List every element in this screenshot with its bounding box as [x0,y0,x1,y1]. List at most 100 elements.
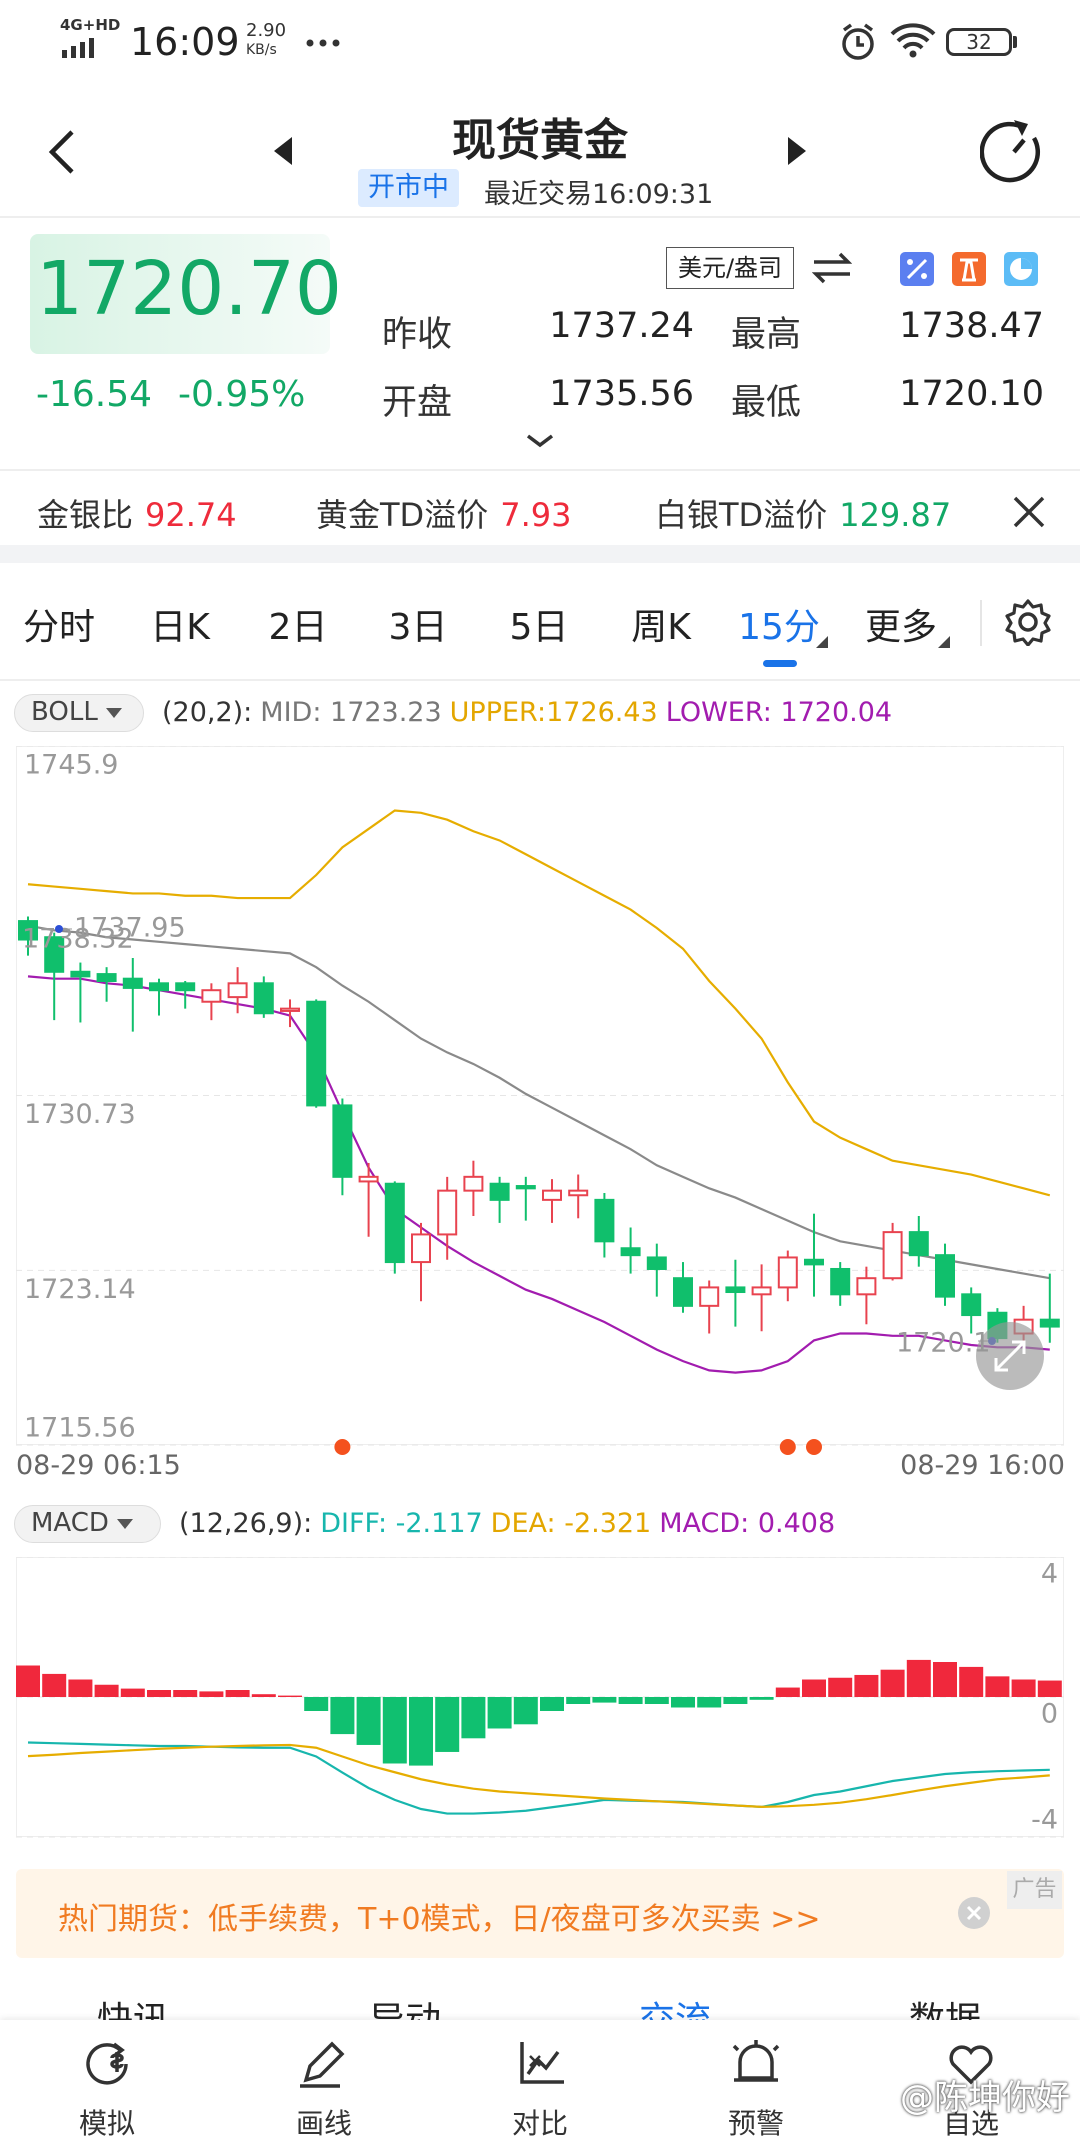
candle-body [935,1254,955,1298]
macd-bar [199,1691,224,1697]
y-tick-label: 0 [1041,1699,1058,1730]
macd-bar [382,1697,407,1764]
legend-item: UPPER:1726.43 [449,697,658,728]
candle-body [96,973,117,982]
stat-value: 1735.56 [549,374,694,414]
macd-bar [933,1662,957,1697]
signal-icon [62,38,94,58]
dropdown-arrow [116,1518,133,1529]
left-price-label: 1738.32 [22,924,134,955]
macd-bar [723,1697,748,1704]
stat-value: 1738.47 [899,306,1044,346]
ad-banner[interactable] [16,1869,1064,1958]
legend-item: LOWER: 1720.04 [665,697,893,728]
macd-bar [173,1690,198,1697]
clock: 16:09 [130,20,240,64]
macd-bar [880,1669,905,1697]
candle-body [463,1175,484,1192]
period-tab[interactable]: 分时 [22,607,96,648]
macd-bar [906,1659,931,1697]
candle-body [489,1182,510,1201]
swap-icon[interactable] [812,250,852,286]
wifi-icon [890,23,936,58]
event-dot [779,1439,796,1455]
candle-body [253,982,274,1015]
max-label: 1737.95 [74,913,186,944]
unit-selector[interactable]: 美元/盎司 [666,247,794,289]
period-tab[interactable]: 日K [150,607,210,648]
min-label: 1720.1 [896,1328,990,1359]
nav-item[interactable]: 画线 [295,2107,353,2140]
prev-button[interactable] [272,137,294,165]
back-button[interactable] [44,128,80,176]
x-end-label: 08-29 16:00 [900,1450,1065,1481]
event-dot [806,1439,822,1455]
indicator-selector[interactable]: MACD [14,1505,161,1543]
dropdown-arrow [105,707,122,718]
period-tab[interactable]: 15分 [738,607,820,648]
ad-close[interactable] [958,1897,990,1929]
candle-body [673,1277,693,1307]
period-tab[interactable]: 5日 [509,607,569,648]
period-tab[interactable]: 周K [631,607,691,648]
candle-body [646,1256,667,1270]
period-tab[interactable]: 2日 [268,607,328,648]
tab-dropdown-mark [816,636,828,648]
section-gap [0,545,1080,563]
y-tick-label: 1745.9 [24,750,118,781]
candle-body [149,982,169,992]
nav-labels: 模拟 画线 对比 预警 自选 [0,2102,1080,2142]
candle-body [175,982,196,992]
market-status: 开市中 [358,169,459,207]
ad-text[interactable]: 热门期货：低手续费，T+0模式，日/夜盘可多次买卖 >> [58,1902,821,1937]
candle-body [515,1185,536,1190]
macd-bar [959,1666,984,1697]
net-speed: 2.90 [246,20,287,41]
ratio-value: 7.93 [500,496,572,534]
stat-label: 昨收 [382,315,453,355]
candle-body [699,1286,720,1307]
battery: 32 [946,28,1012,56]
tool-icons[interactable] [900,250,1040,286]
candle-body [542,1189,562,1201]
candle-body [725,1286,746,1294]
change: -16.54 [36,374,153,415]
next-button[interactable] [786,137,808,165]
close-ratios[interactable] [1012,495,1046,529]
nav-item[interactable]: 自选 [942,2107,1000,2140]
refresh-button[interactable] [980,118,1048,186]
candlestick-chart: 1715.56 1723.14 1730.73 1745.9 1738.321737.9… [16,746,1064,1455]
ratio: 金银比 92.74 [37,490,237,536]
macd-bar [461,1697,486,1739]
settings-button[interactable] [1004,598,1052,646]
bottom-nav [0,2020,1080,2154]
ratio: 黄金TD溢价 7.93 [316,490,571,536]
sub-tabs: 快讯 异动 交流 数据 [0,1985,1080,2025]
macd-bar [802,1679,826,1697]
y-tick-label: 4 [1041,1559,1058,1590]
nav-item[interactable]: 模拟 [78,2107,136,2140]
indicator-legend: (12,26,9): DIFF: -2.117 DEA: -2.321 MACD: 0… [179,1508,843,1539]
expand-chevron[interactable] [526,434,554,448]
period-tab[interactable]: 更多 [864,607,938,648]
y-tick-label: -4 [1031,1805,1058,1836]
nav-item[interactable]: 对比 [511,2107,569,2140]
macd-bar [749,1697,774,1700]
boll-line [27,924,1050,1280]
stat-label: 最高 [731,315,802,355]
candle-body [384,1182,405,1264]
period-tab[interactable]: 3日 [388,607,448,648]
nav-item[interactable]: 预警 [727,2107,785,2140]
macd-bar [671,1697,695,1708]
boll-line [27,975,1050,1374]
battery-tip [1013,36,1017,48]
candle-body [961,1293,982,1317]
candle-body [122,977,143,989]
macd-bar [644,1697,669,1704]
macd-line [27,1743,1050,1809]
ratio: 白银TD溢价 129.87 [655,490,951,536]
event-dot [334,1439,351,1455]
indicator-selector[interactable]: BOLL [14,694,144,732]
macd-bar [697,1697,722,1708]
